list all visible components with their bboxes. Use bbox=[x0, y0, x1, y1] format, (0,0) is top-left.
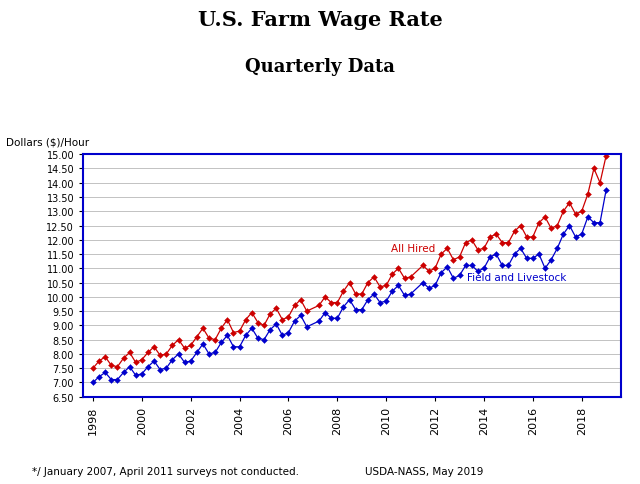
Text: All Hired: All Hired bbox=[391, 244, 435, 254]
Text: Field and Livestock: Field and Livestock bbox=[467, 272, 566, 282]
Text: U.S. Farm Wage Rate: U.S. Farm Wage Rate bbox=[198, 10, 442, 30]
Text: Quarterly Data: Quarterly Data bbox=[245, 58, 395, 76]
Text: Dollars ($)/Hour: Dollars ($)/Hour bbox=[6, 137, 90, 148]
Text: USDA-NASS, May 2019: USDA-NASS, May 2019 bbox=[365, 467, 483, 476]
Text: */ January 2007, April 2011 surveys not conducted.: */ January 2007, April 2011 surveys not … bbox=[32, 467, 299, 476]
